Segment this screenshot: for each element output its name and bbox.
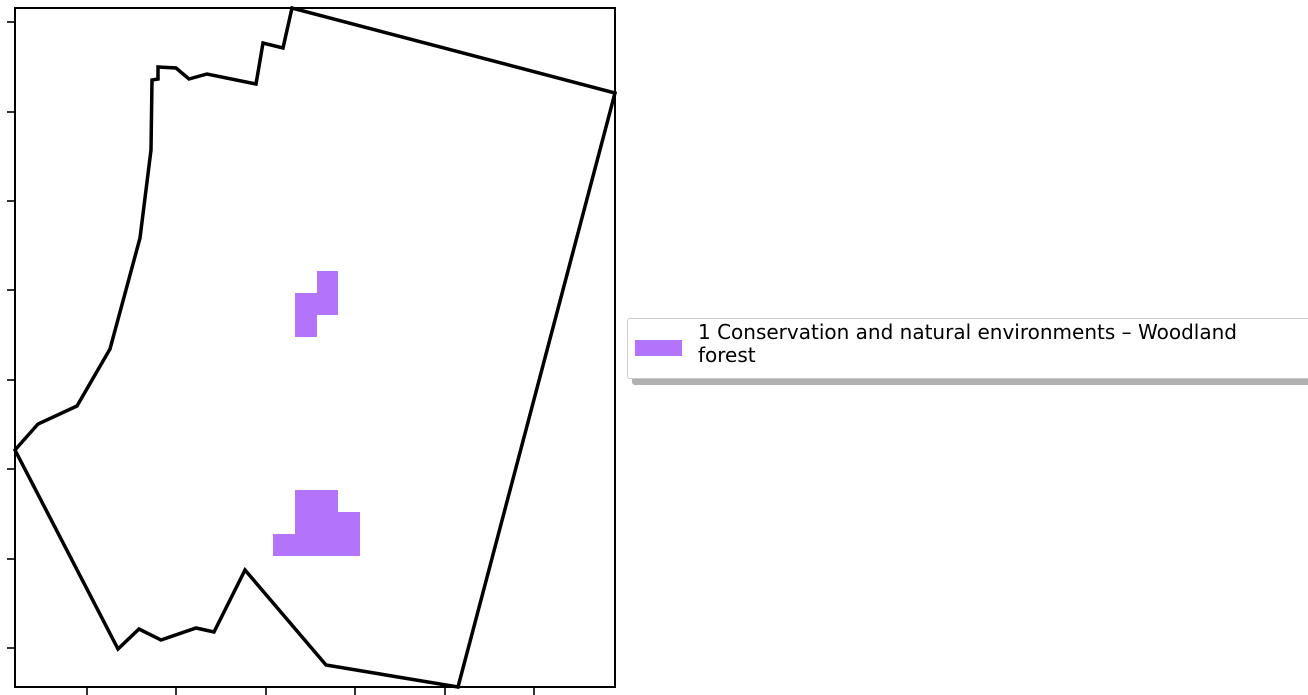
- legend: [627, 318, 1308, 379]
- woodland-forest-zone: [273, 271, 360, 556]
- map-frame: [14, 7, 616, 688]
- woodland-patch-south: [273, 490, 360, 556]
- legend-label-woodland-forest: 1 Conservation and natural environments …: [698, 320, 1237, 367]
- study-area-boundary: [12, 5, 618, 689]
- woodland-patch-north: [295, 271, 338, 337]
- y-axis-ticks: [7, 21, 15, 649]
- legend-swatch-woodland-forest: [635, 340, 682, 356]
- x-axis-ticks: [86, 687, 535, 695]
